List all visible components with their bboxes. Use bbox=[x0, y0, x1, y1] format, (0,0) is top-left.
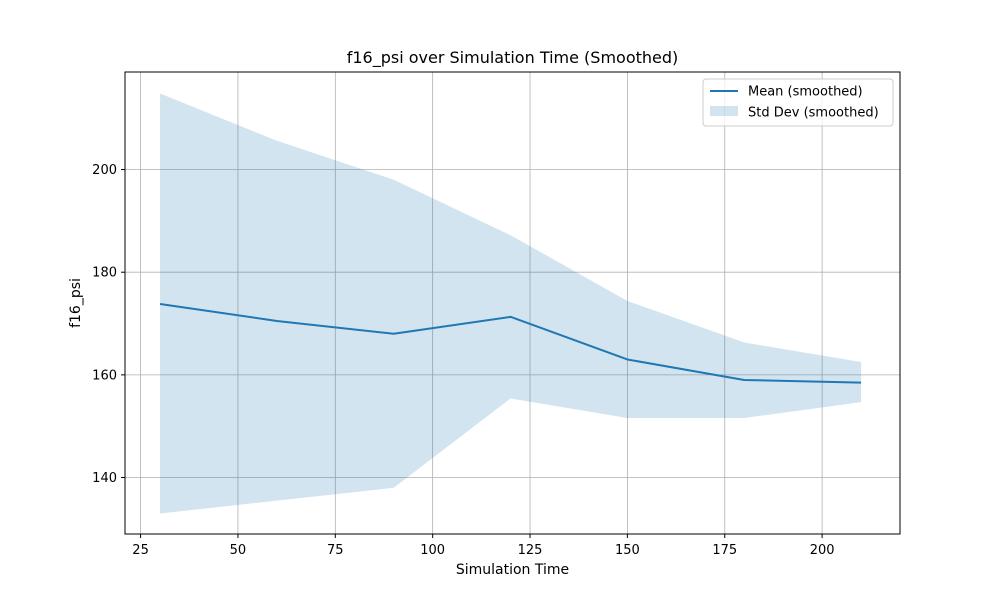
legend-box bbox=[702, 78, 894, 127]
x-tick-label: 200 bbox=[810, 543, 835, 558]
y-tick-label: 180 bbox=[92, 266, 117, 281]
x-tick-label: 125 bbox=[518, 543, 543, 558]
y-tick-label: 160 bbox=[92, 368, 117, 383]
legend: Mean (smoothed) Std Dev (smoothed) bbox=[702, 78, 894, 127]
legend-mean-label: Mean (smoothed) bbox=[748, 85, 863, 100]
x-tick-label: 150 bbox=[615, 543, 640, 558]
std-dev-band-layer bbox=[160, 93, 862, 514]
y-tick-label: 140 bbox=[92, 471, 117, 486]
x-tick-label: 25 bbox=[132, 543, 149, 558]
x-axis-ticks: 25 50 75 100 125 150 175 200 bbox=[132, 534, 835, 558]
legend-std-dev-label: Std Dev (smoothed) bbox=[748, 106, 879, 121]
y-axis-ticks: 140 160 180 200 bbox=[92, 163, 125, 486]
y-axis-label: f16_psi bbox=[68, 278, 84, 328]
x-tick-label: 75 bbox=[327, 543, 344, 558]
x-tick-label: 50 bbox=[230, 543, 247, 558]
grid bbox=[125, 72, 900, 534]
y-tick-label: 200 bbox=[92, 163, 117, 178]
x-tick-label: 100 bbox=[420, 543, 445, 558]
x-axis-label: Simulation Time bbox=[456, 562, 569, 578]
x-tick-label: 175 bbox=[712, 543, 737, 558]
legend-std-dev-swatch bbox=[710, 106, 738, 116]
std-dev-band bbox=[160, 93, 862, 514]
mean-line-layer bbox=[159, 303, 862, 384]
chart-title: f16_psi over Simulation Time (Smoothed) bbox=[347, 48, 679, 68]
plot-area-frame bbox=[124, 71, 901, 535]
